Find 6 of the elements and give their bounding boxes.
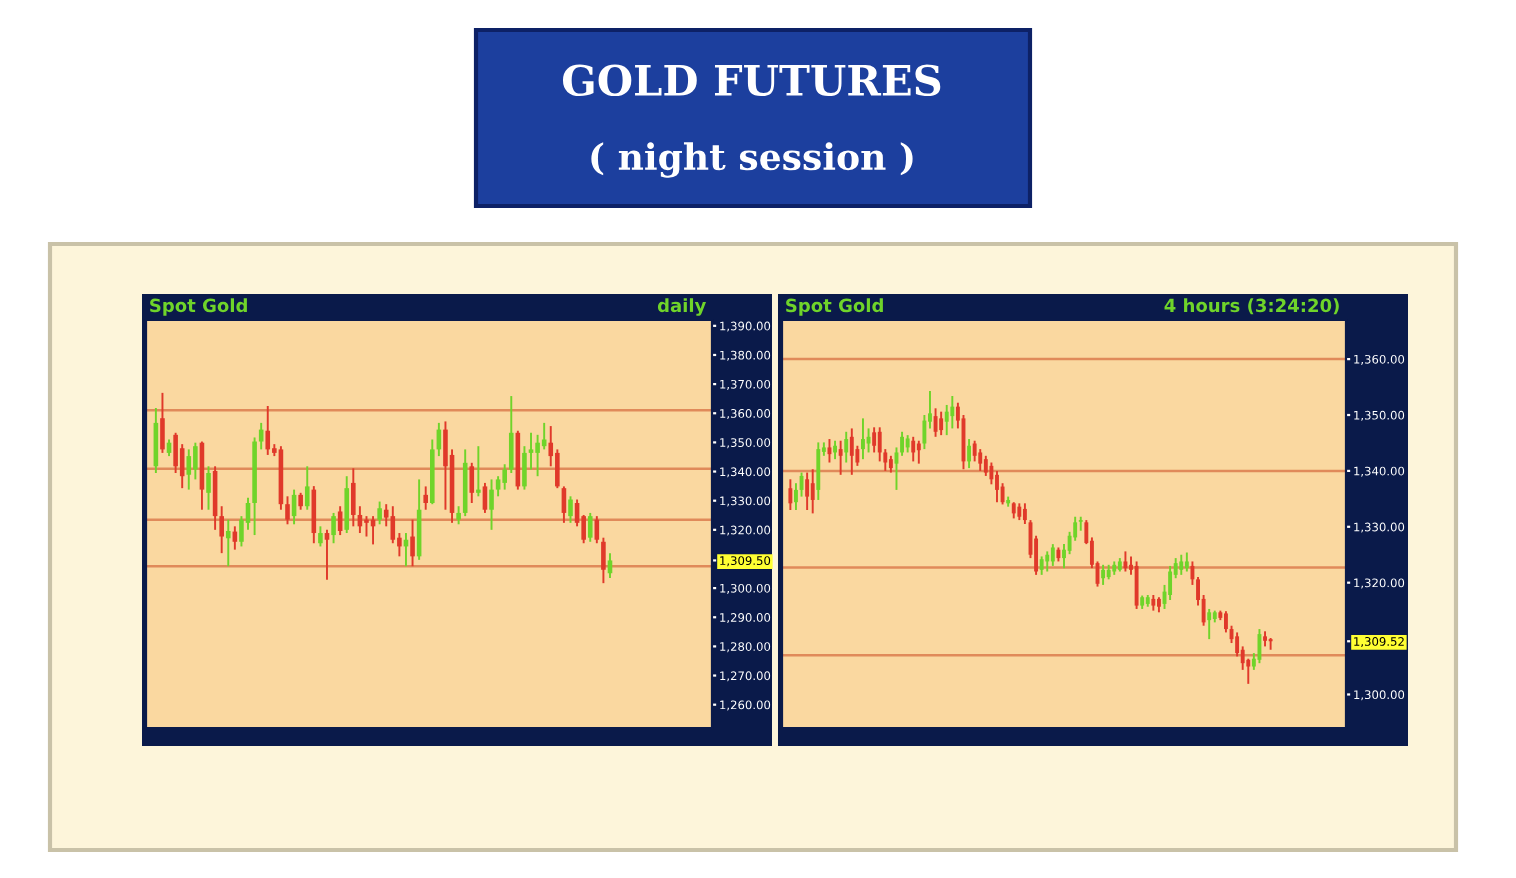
chart-title: Spot Gold <box>150 298 247 316</box>
text: GOLD FUTURES <box>562 64 941 97</box>
chart-subtitle: 4 hours (3:24:20) <box>1164 298 1339 315</box>
text: ( night session ) <box>591 142 913 178</box>
chart-title: Spot Gold <box>786 298 883 316</box>
chart-subtitle: daily <box>657 298 707 316</box>
